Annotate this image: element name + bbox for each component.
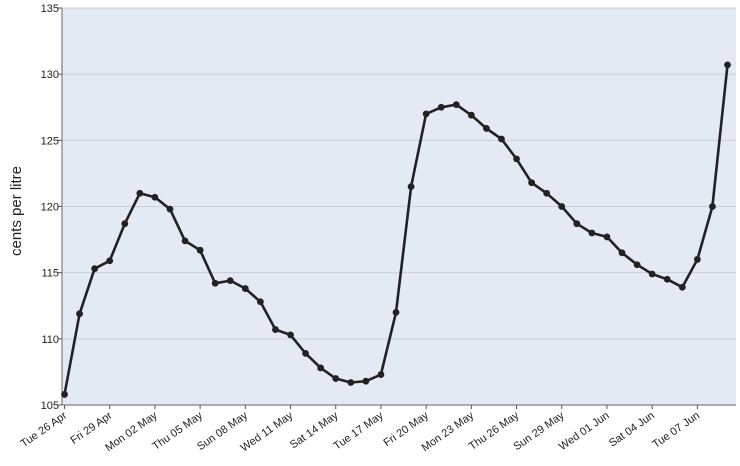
x-tick-label: Tue 17 May [332,409,387,452]
x-tick-label: Sat 04 Jun [607,410,657,450]
data-point [121,220,129,228]
price-series [61,61,731,398]
data-point [256,298,264,306]
data-point [136,189,144,197]
data-point [573,220,581,228]
data-point [287,331,294,339]
y-tick-label-115: 115 [41,268,59,280]
data-point [558,203,566,210]
data-point [724,61,731,69]
y-axis-title: cents per litre [8,166,25,256]
data-point [633,261,641,269]
data-point [317,364,325,372]
data-point [528,179,536,187]
data-point [241,285,249,292]
data-point [483,125,490,132]
data-point [543,189,551,197]
data-point [422,110,430,118]
data-point [452,101,460,109]
data-point [618,249,626,257]
x-tick-label: Tue 07 Jun [650,410,702,451]
data-point [76,310,83,318]
data-point [588,229,596,237]
y-tick-labels: 105 110 115 120 125 130 135 [41,3,62,412]
data-point [332,375,340,382]
data-point [61,391,68,398]
y-tick-label-135: 135 [41,3,59,15]
data-point [226,277,234,285]
data-point [106,257,114,265]
y-tick-label-110: 110 [41,334,59,346]
x-tick-label: Wed 01 Jun [557,410,612,453]
data-point [166,205,174,213]
data-point [437,103,445,111]
data-point [709,203,716,210]
data-point [603,233,611,241]
data-point [377,371,385,378]
y-tick-label-105: 105 [41,400,59,412]
data-point [678,283,686,291]
data-point [362,377,370,385]
y-tick-label-120: 120 [41,202,59,214]
data-point [196,246,204,254]
x-tick-label: Tue 26 Apr [19,409,70,450]
data-point [467,111,475,119]
y-tick-label-130: 130 [41,69,59,81]
data-point [272,326,279,333]
data-point [392,308,400,316]
data-point [151,193,159,201]
data-point [302,349,309,357]
data-point [663,275,671,283]
y-tick-label-125: 125 [41,135,59,147]
data-point [513,155,520,163]
grid-lines [62,7,736,340]
data-point [648,270,656,278]
data-point [181,237,189,245]
data-point [91,265,99,273]
data-point [347,379,355,386]
data-point [407,183,415,191]
data-point [498,135,505,143]
data-point [211,279,219,287]
data-point [693,256,701,263]
